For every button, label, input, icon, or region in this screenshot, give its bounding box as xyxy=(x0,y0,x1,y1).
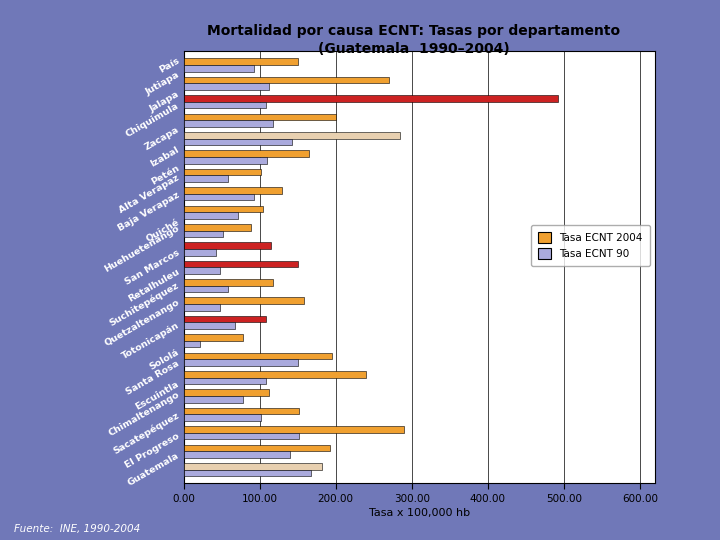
Bar xyxy=(184,187,282,194)
Bar xyxy=(184,65,253,72)
Bar xyxy=(184,353,332,359)
Bar xyxy=(184,359,297,366)
Bar xyxy=(184,414,261,421)
Bar xyxy=(184,396,243,403)
Bar xyxy=(184,249,215,255)
Bar xyxy=(184,139,292,145)
Text: Mortalidad por causa ECNT: Tasas por departamento
(Guatemala  1990–2004): Mortalidad por causa ECNT: Tasas por dep… xyxy=(207,24,621,56)
Bar xyxy=(184,433,300,440)
Bar xyxy=(184,261,297,267)
Bar xyxy=(184,408,300,414)
Bar xyxy=(184,389,269,396)
Bar xyxy=(184,102,266,109)
Bar xyxy=(184,279,274,286)
Legend: Tasa ECNT 2004, Tasa ECNT 90: Tasa ECNT 2004, Tasa ECNT 90 xyxy=(531,225,650,266)
Bar xyxy=(184,224,251,231)
Bar xyxy=(184,444,330,451)
Bar xyxy=(184,206,263,212)
Bar xyxy=(184,451,290,458)
Bar xyxy=(184,469,311,476)
Bar xyxy=(184,77,389,84)
Bar xyxy=(184,316,266,322)
Bar xyxy=(184,157,267,164)
Bar xyxy=(184,212,238,219)
Bar xyxy=(184,371,366,377)
Bar xyxy=(184,120,274,127)
Bar xyxy=(184,298,304,304)
Bar xyxy=(184,267,220,274)
Bar xyxy=(184,341,200,347)
Bar xyxy=(184,84,269,90)
Bar xyxy=(184,377,266,384)
Bar xyxy=(184,426,404,433)
Bar xyxy=(184,322,235,329)
Bar xyxy=(184,304,220,310)
Bar xyxy=(184,132,400,139)
Bar xyxy=(184,286,228,292)
Bar xyxy=(184,463,322,469)
Bar xyxy=(184,95,558,102)
Bar xyxy=(184,58,297,65)
Bar xyxy=(184,169,261,176)
Bar xyxy=(184,334,243,341)
Bar xyxy=(184,242,271,249)
Bar xyxy=(184,176,228,182)
Text: Fuente:  INE, 1990-2004: Fuente: INE, 1990-2004 xyxy=(14,524,140,534)
X-axis label: Tasa x 100,000 hb: Tasa x 100,000 hb xyxy=(369,508,470,518)
Bar xyxy=(184,150,309,157)
Bar xyxy=(184,113,336,120)
Bar xyxy=(184,194,253,200)
Bar xyxy=(184,231,223,237)
